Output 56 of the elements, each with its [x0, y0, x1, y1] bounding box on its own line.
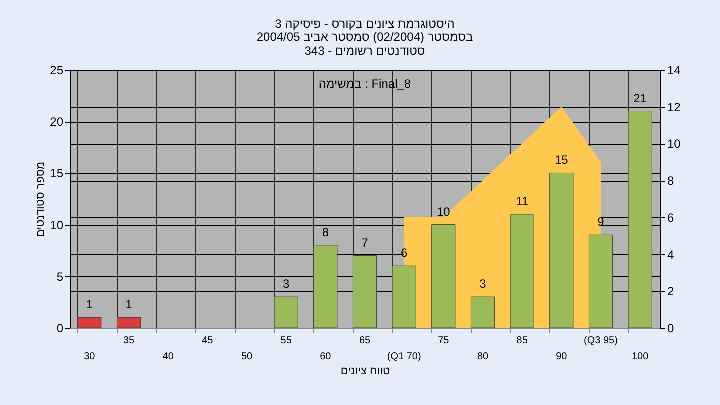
x-tick-label: 90 [556, 352, 568, 362]
data-label: 7 [362, 236, 369, 250]
x-axis-title: טווח ציונים [340, 366, 390, 378]
bar [550, 172, 574, 328]
data-label: 21 [634, 91, 648, 106]
text: בסמסטר (02/2004) סמסטר אביב 2004/05 [256, 30, 474, 44]
y2-tick-label: 0 [668, 322, 674, 336]
x-tick-label: 45 [202, 336, 214, 346]
bar [274, 296, 298, 328]
y2-tick-label: 2 [668, 284, 674, 299]
bar [116, 317, 142, 328]
data-label: 1 [126, 298, 133, 312]
x-tick-label: 30 [84, 352, 96, 362]
x-tick-label: 50 [241, 352, 253, 362]
x-tick-label: 75 [438, 336, 450, 346]
x-tick-label: 85 [516, 336, 528, 346]
y-tick-label: 10 [50, 218, 64, 232]
data-label: 3 [282, 277, 290, 292]
x-tick-label: (Q3 95) [584, 336, 618, 346]
x-tick-label: 100 [632, 352, 650, 362]
bar [510, 214, 534, 328]
data-label: 3 [480, 277, 487, 292]
x-tick-label: 35 [123, 336, 135, 346]
x-tick-label: 65 [359, 336, 371, 346]
y-tick-label: 15 [50, 166, 64, 181]
y-tick-label: 25 [50, 64, 64, 78]
y2-tick-label: 12 [668, 100, 682, 114]
y2-tick-label: 10 [668, 137, 682, 152]
y-axis-title: מספר סטודנטים [35, 162, 48, 238]
x-tick-label: 55 [280, 336, 292, 346]
bar [432, 224, 456, 328]
y-tick-label: 5 [56, 270, 64, 284]
y2-tick-label: 8 [668, 174, 674, 188]
bar [588, 234, 614, 328]
data-label: 8 [322, 225, 330, 240]
bar [78, 317, 102, 328]
bar [314, 245, 338, 328]
data-label: 11 [516, 194, 529, 208]
y2-tick-label: 6 [668, 210, 674, 225]
bar [352, 256, 378, 328]
bar [392, 266, 416, 328]
data-label: 1 [86, 298, 94, 312]
x-tick-label: 60 [320, 352, 332, 362]
y2-tick-label: 4 [668, 248, 674, 262]
y2-tick-label: 14 [668, 64, 682, 78]
y-tick-label: 0 [56, 322, 64, 336]
data-label: 15 [554, 153, 569, 168]
y-tick-label: 20 [50, 115, 64, 130]
x-tick-label: 40 [162, 352, 174, 362]
x-tick-label: 80 [477, 352, 489, 362]
bar [470, 296, 496, 328]
bar [628, 111, 652, 328]
chart-title: היסטוגרמת ציונים בקורס - פיסיקה 3 [275, 17, 455, 31]
data-label: 10 [436, 204, 451, 219]
text: סטודנטים רשומים - 343 [304, 44, 426, 58]
x-tick-label: (Q1 70) [387, 352, 422, 362]
